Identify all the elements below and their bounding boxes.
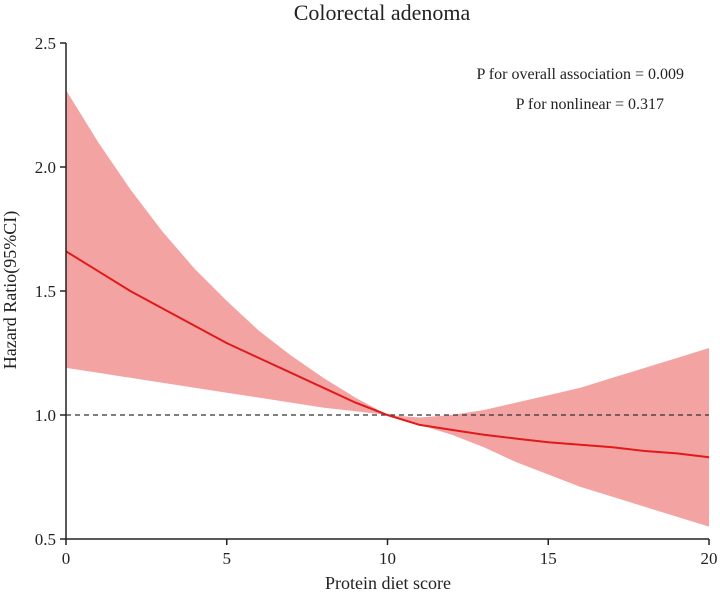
x-axis-label: Protein diet score	[325, 573, 451, 593]
x-tick-label: 10	[379, 549, 396, 568]
hazard-ratio-line	[65, 250, 710, 459]
y-tick-label: 1.5	[35, 282, 56, 301]
x-tick-label: 15	[540, 549, 557, 568]
y-axis-label: Hazard Ratio(95%CI)	[0, 211, 21, 369]
y-tick-label: 0.5	[35, 530, 56, 549]
confidence-band	[66, 90, 709, 527]
x-tick-label: 0	[62, 549, 71, 568]
y-tick-label: 1.0	[35, 406, 56, 425]
x-tick-label: 5	[223, 549, 232, 568]
y-tick-label: 2.0	[35, 158, 56, 177]
annotation-nonlinear-p: P for nonlinear = 0.317	[516, 96, 664, 113]
x-tick-label: 20	[701, 549, 718, 568]
chart-title: Colorectal adenoma	[294, 0, 471, 25]
annotation-overall-p: P for overall association = 0.009	[477, 66, 685, 83]
annotations: P for overall association = 0.009 P for …	[477, 66, 685, 113]
y-tick-label: 2.5	[35, 34, 56, 53]
plot-area: 0.5 1.0 1.5 2.0 2.5 0 5 10 15 20	[35, 34, 718, 568]
